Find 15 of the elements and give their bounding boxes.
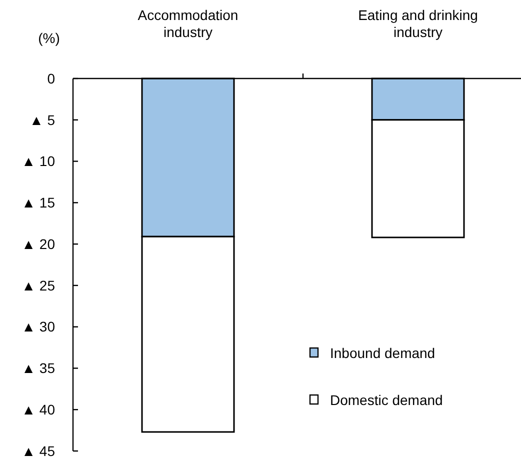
y-tick-label: 0 <box>47 70 56 86</box>
y-tick-label: ▲ 40 <box>22 402 56 418</box>
y-tick-label: ▲ 45 <box>22 442 56 459</box>
y-tick-label: ▲ 30 <box>22 318 56 335</box>
y-tick-label: ▲ 10 <box>22 153 56 170</box>
x-tick-label: Accommodation industry <box>138 7 238 40</box>
y-tick-label: ▲ 20 <box>22 236 56 252</box>
y-tick-label: ▲ 15 <box>22 194 56 211</box>
y-tick-label: ▲ 25 <box>22 277 56 294</box>
x-tick-label: Eating and drinking industry <box>358 7 478 40</box>
legend-label: Inbound demand <box>330 344 436 361</box>
legend-label: Domestic demand <box>330 392 443 408</box>
y-axis-title: (%) <box>38 30 60 46</box>
y-tick-label: ▲ 35 <box>22 360 56 376</box>
y-tick-label: ▲ 5 <box>29 112 56 128</box>
